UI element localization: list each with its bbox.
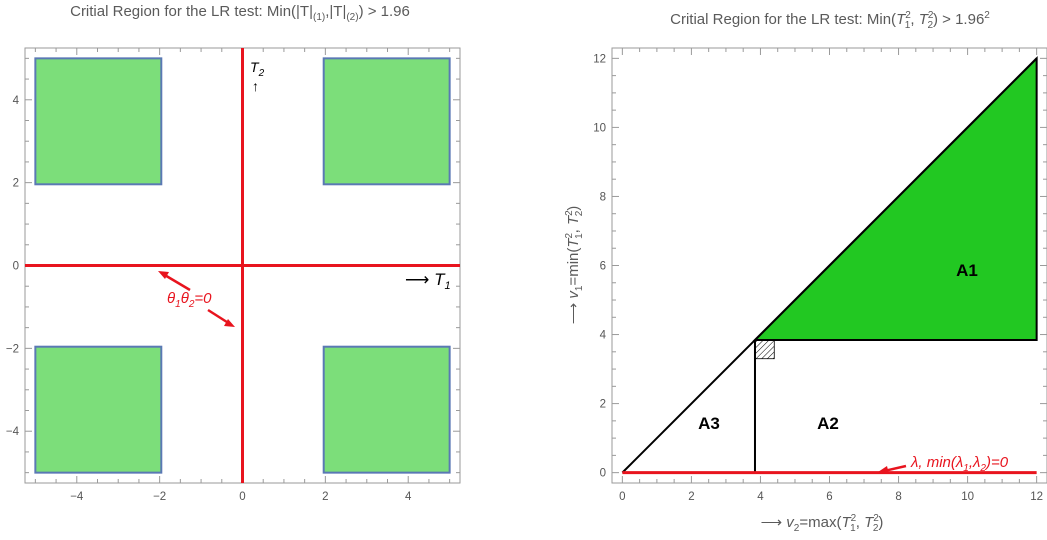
left-annotation-arrow-down — [207, 308, 231, 326]
left-tick-marks — [25, 48, 460, 483]
right-x-tick-labels: 0 2 4 6 8 10 12 — [619, 491, 1043, 503]
right-y-axis-label: ⟶ v1=min(T21, T22) — [564, 206, 585, 325]
right-x-tick-label: 10 — [961, 491, 974, 503]
left-annotation-arrowhead-down — [224, 319, 235, 327]
right-x-tick-label: 6 — [826, 491, 832, 503]
right-annotation-label: λ, min(λ1,λ2)=0 — [910, 454, 1009, 474]
region-label-a2: A2 — [817, 414, 839, 433]
left-x-tick-label: 4 — [405, 491, 412, 503]
left-critical-squares — [34, 57, 451, 474]
left-y-axis-label: T2 — [250, 59, 265, 79]
right-x-tick-label: 8 — [895, 491, 901, 503]
left-y-tick-label: 2 — [13, 178, 19, 190]
right-annotation: λ, min(λ1,λ2)=0 — [878, 454, 1009, 474]
left-x-tick-labels: −4 −2 0 2 4 — [70, 491, 412, 503]
diagonal-line — [621, 57, 1038, 474]
left-x-tick-label: 2 — [322, 491, 328, 503]
left-annotation-arrowhead-up — [158, 271, 169, 279]
right-y-tick-label: 12 — [593, 53, 606, 65]
right-x-tick-label: 2 — [688, 491, 694, 503]
left-annotation-label: θ1θ2=0 — [167, 290, 212, 310]
right-annotation-arrowhead — [878, 466, 889, 474]
left-x-tick-label: −4 — [70, 491, 84, 503]
left-annotation-arrow-up — [162, 272, 191, 292]
left-annotation: θ1θ2=0 — [158, 271, 235, 327]
right-tick-marks — [612, 48, 1047, 483]
right-y-tick-label: 4 — [600, 330, 607, 342]
right-y-tick-label: 8 — [600, 191, 606, 203]
critical-square — [322, 57, 451, 186]
right-region-shapes — [621, 55, 1038, 475]
hatched-corner — [754, 339, 775, 360]
right-y-tick-label: 6 — [600, 261, 606, 273]
left-x-tick-label: −2 — [153, 491, 166, 503]
left-red-axes — [25, 48, 460, 483]
region-label-a1: A1 — [956, 261, 978, 280]
left-y-tick-label: 0 — [13, 261, 19, 273]
left-y-tick-label: 4 — [13, 95, 20, 107]
left-x-tick-label: 0 — [239, 491, 245, 503]
right-chart: Critial Region for the LR test: Min(T2 1,… — [564, 10, 1047, 534]
left-y-tick-label: −2 — [6, 343, 19, 355]
left-y-tick-labels: −4 −2 0 2 4 — [6, 95, 20, 438]
region-label-a3: A3 — [698, 414, 720, 433]
right-y-tick-label: 10 — [593, 122, 606, 134]
right-x-axis-label: ⟶ v2=max(T2 1, T2 2) — [761, 513, 884, 534]
right-y-tick-label: 0 — [600, 468, 606, 480]
right-x-tick-label: 4 — [757, 491, 764, 503]
right-chart-title: Critial Region for the LR test: Min(T2 1,… — [670, 10, 990, 31]
left-x-axis-label: ⟶ T1 — [405, 270, 451, 292]
critical-square — [322, 345, 451, 474]
right-y-tick-label: 2 — [600, 399, 606, 411]
left-y-tick-label: −4 — [6, 426, 20, 438]
right-x-tick-label: 12 — [1030, 491, 1043, 503]
right-y-tick-labels: 0 2 4 6 8 10 12 — [593, 53, 606, 479]
critical-square — [34, 57, 163, 186]
left-y-axis-arrow: ↑ — [252, 78, 259, 94]
left-chart-title: Critial Region for the LR test: Min(|T|(… — [70, 3, 410, 23]
critical-square — [34, 345, 163, 474]
right-x-tick-label: 0 — [619, 491, 625, 503]
left-chart: Critial Region for the LR test: Min(|T|(… — [6, 3, 461, 503]
